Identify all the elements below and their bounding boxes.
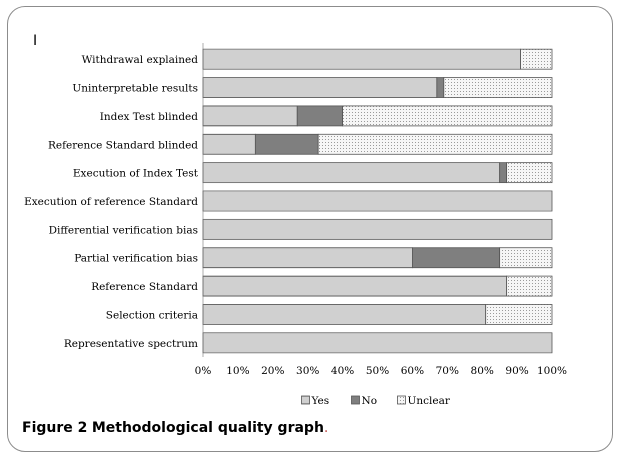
x-tick-label: 90% (505, 365, 528, 377)
bar-execution-of-reference-standard-yes (202, 190, 553, 212)
x-tick-label: 50% (366, 365, 389, 377)
bar-uninterpretable-results-unclear (443, 77, 553, 98)
legend-swatch-yes (301, 395, 310, 405)
bar-index-test-blinded-no (296, 105, 344, 127)
category-label-execution-of-index-test: Execution of Index Test (73, 168, 199, 180)
category-label-uninterpretable-results: Uninterpretable results (72, 83, 198, 95)
bar-partial-verification-bias-unclear (499, 247, 553, 269)
category-label-reference-standard: Reference Standard (91, 281, 198, 293)
bar-reference-standard-blinded-yes (202, 133, 256, 155)
legend-swatch-no (351, 395, 360, 405)
bar-withdrawal-explained-yes (202, 48, 521, 70)
category-label-selection-criteria: Selection criteria (106, 309, 198, 321)
legend: Yes No Unclear (301, 395, 451, 407)
bar-uninterpretable-results-yes (202, 77, 438, 98)
x-tick-label: 30% (296, 365, 319, 377)
bar-execution-of-index-test-no (499, 162, 508, 184)
bar-index-test-blinded-unclear (342, 105, 553, 127)
bar-execution-of-index-test-yes (202, 162, 501, 184)
x-tick-label: 70% (436, 365, 459, 377)
bar-reference-standard-blinded-no (254, 133, 319, 155)
bar-partial-verification-bias-yes (202, 247, 413, 269)
bar-withdrawal-explained-unclear (520, 48, 553, 70)
caption-end: . (323, 420, 329, 436)
bar-representative-spectrum-yes (202, 332, 553, 354)
legend-label-unclear: Unclear (408, 395, 451, 407)
legend-label-no: No (362, 395, 378, 407)
x-tick-label: 100% (537, 365, 567, 377)
bar-execution-of-index-test-unclear (506, 162, 553, 184)
category-label-reference-standard-blinded: Reference Standard blinded (48, 139, 198, 151)
bar-index-test-blinded-yes (202, 105, 298, 127)
category-label-representative-spectrum: Representative spectrum (64, 338, 198, 350)
bar-differential-verification-bias-yes (202, 218, 553, 240)
caption-label: Figure 2 (22, 420, 88, 436)
bar-selection-criteria-unclear (485, 304, 553, 325)
x-tick-label: 10% (226, 365, 249, 377)
panel-label: I (33, 33, 38, 49)
bar-selection-criteria-yes (202, 304, 487, 325)
bars-layer (202, 43, 553, 357)
x-tick-label: 40% (331, 365, 354, 377)
category-label-withdrawal-explained: Withdrawal explained (82, 54, 199, 66)
bar-reference-standard-blinded-unclear (317, 133, 553, 155)
x-axis-ticks: 0% 10% 20% 30% 40% 50% 60% 70% 80% 90% 100% (195, 365, 567, 377)
legend-swatch-unclear (397, 395, 406, 405)
bar-partial-verification-bias-no (411, 247, 501, 269)
x-tick-label: 0% (195, 365, 212, 377)
category-label-index-test-blinded: Index Test blinded (100, 111, 199, 123)
caption-title: Methodological quality graph (91, 420, 324, 436)
category-label-execution-of-reference-standard: Execution of reference Standard (24, 196, 198, 208)
x-tick-label: 20% (261, 365, 284, 377)
bar-reference-standard-yes (202, 275, 508, 297)
legend-label-yes: Yes (311, 395, 330, 407)
x-tick-label: 60% (401, 365, 424, 377)
figure-caption: Figure 2 Methodological quality graph. (22, 420, 328, 436)
category-label-differential-verification-bias: Differential verification bias (49, 224, 198, 236)
bar-reference-standard-unclear (506, 275, 553, 297)
x-tick-label: 80% (471, 365, 494, 377)
category-labels: Withdrawal explained Uninterpretable resu… (24, 54, 199, 350)
category-label-partial-verification-bias: Partial verification bias (74, 253, 198, 265)
bar-uninterpretable-results-no (436, 77, 445, 98)
